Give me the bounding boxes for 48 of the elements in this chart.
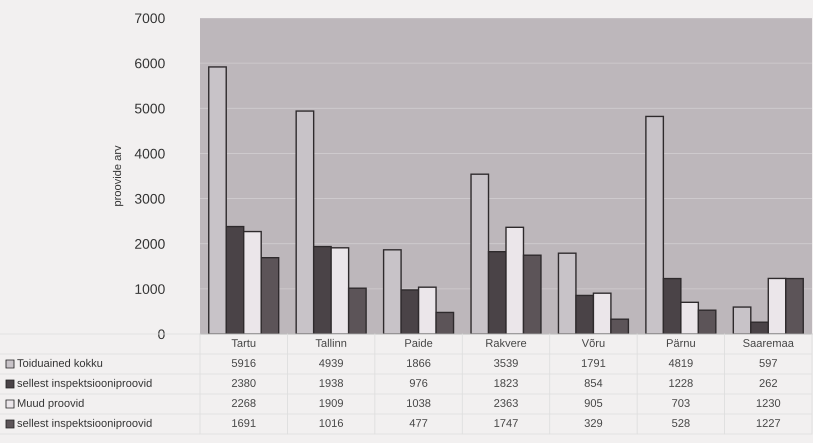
x-tick-label: Tallinn: [316, 338, 346, 347]
y-tick-label: 7000: [135, 13, 165, 24]
x-tick-label: Tartu: [232, 339, 256, 347]
data-label: 5916: [232, 359, 256, 367]
data-label: 976: [410, 379, 428, 387]
x-tick-label: Võru: [582, 338, 604, 347]
data-label: 1791: [582, 359, 606, 367]
y-tick-label: 3000: [134, 194, 165, 204]
x-tick-label: Rakvere: [486, 338, 526, 347]
y-tick-label: 6000: [135, 58, 165, 68]
legend-label: Toiduained kokku: [17, 358, 102, 367]
data-label: 2363: [494, 399, 518, 407]
data-label: 1938: [320, 379, 344, 387]
data-label: 1691: [232, 419, 256, 427]
y-tick-label: 1000: [135, 284, 165, 294]
data-label: 1227: [756, 419, 780, 427]
data-label: 597: [759, 359, 777, 367]
data-label: 1038: [407, 399, 430, 407]
legend-label: sellest inspektsiooniproovid: [17, 378, 152, 390]
data-label: 1016: [320, 419, 344, 427]
data-label: 1823: [494, 379, 518, 387]
y-tick-label: 2000: [135, 239, 165, 249]
y-tick-label: 4000: [134, 148, 165, 159]
data-label: 905: [584, 399, 602, 407]
data-label: 477: [410, 419, 428, 427]
x-tick-label: Pärnu: [666, 339, 695, 347]
x-tick-label: Paide: [405, 338, 432, 347]
legend-label: sellest inspektsiooniproovid: [17, 418, 152, 430]
data-label: 1230: [756, 399, 780, 407]
data-label: 528: [672, 419, 690, 427]
data-label: 3539: [494, 359, 518, 367]
data-label: 4939: [319, 359, 343, 367]
data-label: 1747: [494, 419, 518, 427]
data-label: 2268: [232, 399, 256, 407]
data-label: 1909: [320, 399, 343, 407]
data-label: 703: [672, 399, 690, 407]
y-tick-label: 0: [158, 329, 165, 340]
legend-label: Muud proovid: [18, 398, 84, 410]
data-label: 854: [584, 379, 602, 387]
y-axis-title: proovide arv: [112, 145, 124, 206]
data-label: 1228: [669, 379, 693, 387]
data-label: 1866: [407, 359, 430, 367]
data-label: 4819: [668, 359, 693, 367]
y-tick-label: 5000: [134, 104, 165, 114]
data-label: 262: [760, 379, 777, 387]
data-label: 329: [584, 419, 602, 427]
x-tick-label: Saaremaa: [743, 339, 794, 347]
data-label: 2380: [232, 379, 256, 387]
